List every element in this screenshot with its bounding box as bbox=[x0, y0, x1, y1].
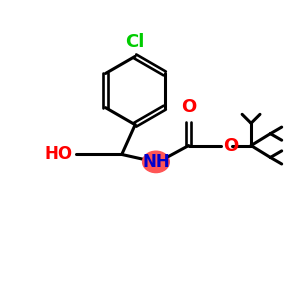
Ellipse shape bbox=[142, 151, 169, 172]
Text: HO: HO bbox=[45, 146, 73, 164]
Text: O: O bbox=[223, 136, 238, 154]
Text: NH: NH bbox=[142, 153, 170, 171]
Text: O: O bbox=[181, 98, 196, 116]
Text: Cl: Cl bbox=[125, 33, 145, 51]
